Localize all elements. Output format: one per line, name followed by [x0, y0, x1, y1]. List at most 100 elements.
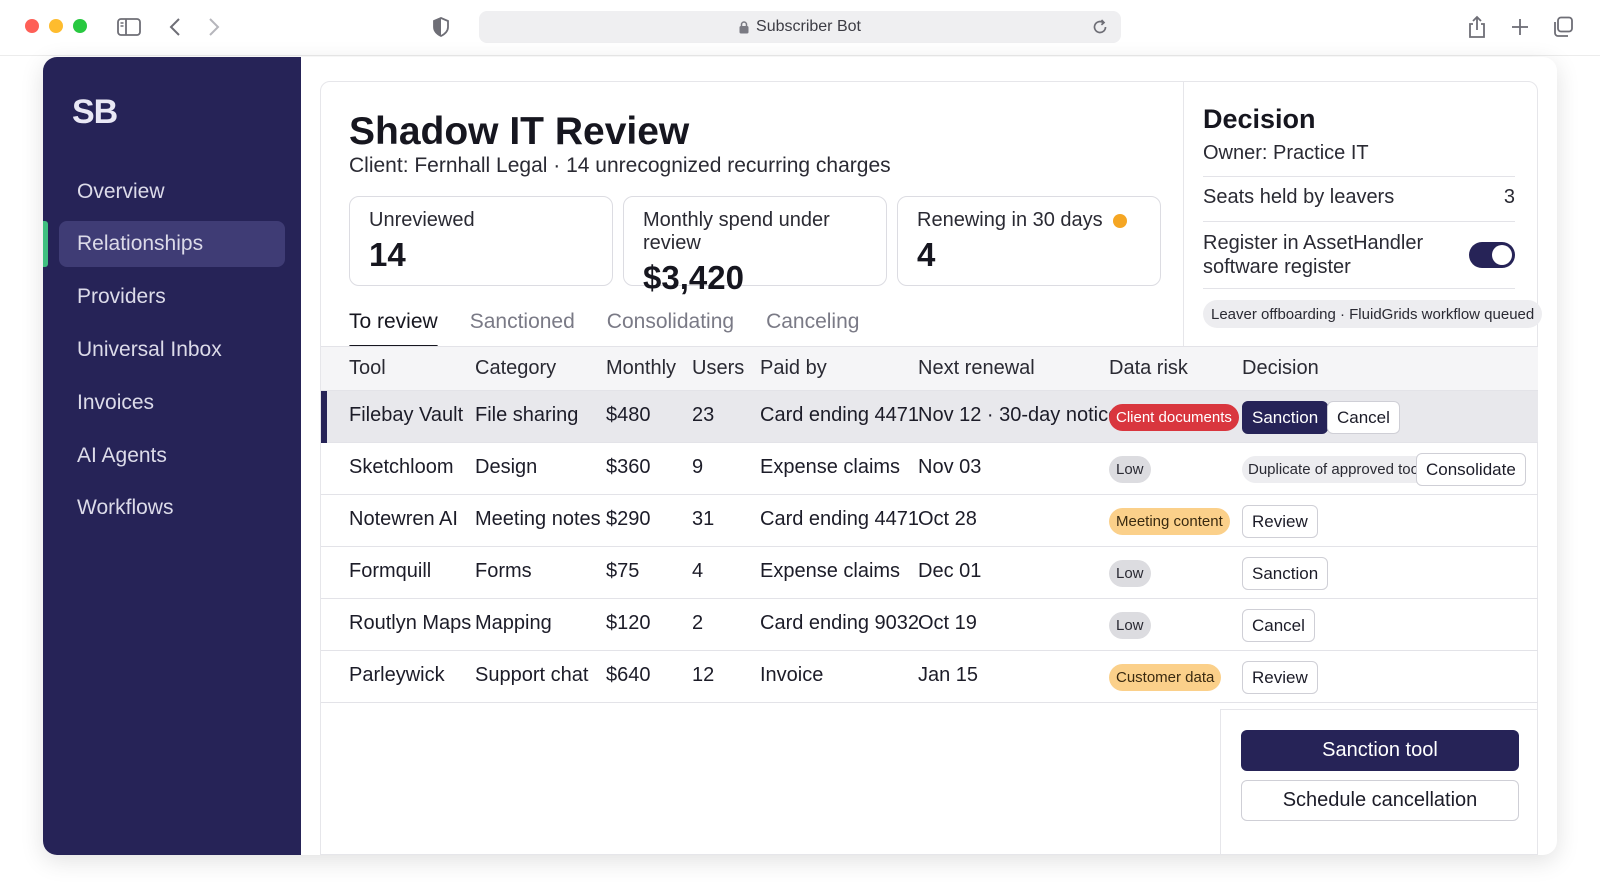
sidebar-item-providers[interactable]: Providers [77, 285, 166, 308]
new-tab-icon[interactable] [1507, 14, 1533, 40]
queued-workflow-badge: Leaver offboarding · FluidGrids workflow… [1203, 300, 1543, 328]
divider [1203, 176, 1515, 177]
cell-next-renewal: Nov 03 [918, 456, 982, 478]
cell-category: Forms [475, 560, 532, 582]
divider [1203, 288, 1515, 289]
column-header-users[interactable]: Users [692, 357, 745, 379]
column-header-data-risk[interactable]: Data risk [1109, 357, 1188, 379]
sanction-tool-button[interactable]: Sanction tool [1241, 730, 1519, 771]
cell-users: 12 [692, 664, 715, 686]
sidebar-item-overview[interactable]: Overview [77, 180, 165, 203]
cell-users: 9 [692, 456, 704, 478]
risk-badge: Customer data [1109, 664, 1222, 691]
cell-users: 2 [692, 612, 704, 634]
browser-toolbar: Subscriber Bot [0, 0, 1600, 56]
stat-label: Renewing in 30 days [917, 209, 1103, 231]
reload-icon[interactable] [1091, 18, 1109, 41]
sidebar-item-universal-inbox[interactable]: Universal Inbox [77, 338, 222, 361]
stat-card-monthly-spend: Monthly spend under review $3,420 [623, 196, 887, 296]
review-button[interactable]: Review [1242, 505, 1318, 538]
share-icon[interactable] [1464, 14, 1490, 40]
app-window: SB Overview Relationships Providers Univ… [43, 57, 1557, 855]
page-title: Shadow IT Review [349, 110, 690, 153]
consolidate-button[interactable]: Consolidate [1416, 453, 1526, 486]
cell-paid-by: Card ending 4471 [760, 404, 920, 426]
tabs-overview-icon[interactable] [1550, 14, 1576, 40]
stat-label-row: Renewing in 30 days [917, 209, 1141, 232]
cell-next-renewal: Dec 01 [918, 560, 982, 582]
cell-monthly: $360 [606, 456, 651, 478]
schedule-cancellation-button[interactable]: Schedule cancellation [1241, 780, 1519, 821]
tab-consolidating[interactable]: Consolidating [606, 310, 735, 333]
table-row[interactable]: Notewren AI Meeting notes $290 31 Card e… [321, 495, 1538, 547]
sidebar-item-ai-agents[interactable]: AI Agents [77, 444, 167, 467]
footer-actions: Sanction tool Schedule cancellation [1220, 709, 1538, 855]
cell-category: Support chat [475, 664, 589, 686]
stat-card-unreviewed: Unreviewed 14 [349, 196, 613, 286]
tab-to-review[interactable]: To review [349, 310, 438, 348]
cell-tool: Formquill [349, 560, 432, 582]
stat-label: Unreviewed [369, 209, 475, 231]
sidebar-item-workflows[interactable]: Workflows [77, 496, 174, 519]
risk-badge: Low [1109, 560, 1151, 587]
cell-tool: Sketchloom [349, 456, 454, 478]
cell-category: Meeting notes [475, 508, 601, 530]
stat-value: 4 [917, 236, 936, 273]
sidebar-item-invoices[interactable]: Invoices [77, 391, 155, 414]
risk-badge: Meeting content [1109, 508, 1230, 535]
sanction-button[interactable]: Sanction [1242, 401, 1329, 434]
app-logo[interactable]: SB [72, 93, 118, 131]
decision-panel: Decision Owner: Practice IT Seats held b… [1183, 82, 1543, 346]
table-row[interactable]: Routlyn Maps Mapping $120 2 Card ending … [321, 599, 1538, 651]
address-bar[interactable]: Subscriber Bot [479, 11, 1121, 43]
review-panel: Shadow IT Review Client: Fernhall Legal … [320, 81, 1543, 855]
column-header-tool[interactable]: Tool [349, 357, 386, 379]
sanction-button[interactable]: Sanction [1242, 557, 1329, 590]
tab-sanctioned[interactable]: Sanctioned [469, 310, 575, 333]
cell-next-renewal: Nov 12 · 30-day notice [918, 404, 1120, 426]
cancel-button[interactable]: Cancel [1242, 609, 1315, 642]
cell-monthly: $480 [606, 404, 651, 426]
sidebar-item-relationships[interactable]: Relationships [59, 221, 285, 267]
cell-tool: Parleywick [349, 664, 445, 686]
cell-paid-by: Expense claims [760, 456, 901, 478]
shield-icon[interactable] [428, 14, 454, 40]
column-header-monthly[interactable]: Monthly [606, 357, 677, 379]
cell-category: Design [475, 456, 538, 478]
minimize-window-button[interactable] [49, 19, 63, 33]
cell-category: File sharing [475, 404, 579, 426]
register-toggle[interactable] [1469, 242, 1515, 268]
toggle-knob [1492, 245, 1512, 265]
risk-badge: Client documents [1109, 404, 1239, 431]
sidebar: SB Overview Relationships Providers Univ… [43, 57, 301, 855]
cell-paid-by: Card ending 9032 [760, 612, 920, 634]
review-button[interactable]: Review [1242, 661, 1318, 694]
lock-icon [739, 21, 749, 34]
column-header-paid-by[interactable]: Paid by [760, 357, 827, 379]
sidebar-toggle-icon[interactable] [116, 14, 142, 40]
tab-bar: To review Sanctioned Consolidating Cance… [349, 310, 891, 348]
column-header-decision[interactable]: Decision [1242, 357, 1319, 379]
column-header-next-renewal[interactable]: Next renewal [918, 357, 1035, 379]
forward-icon[interactable] [201, 14, 227, 40]
cell-monthly: $640 [606, 664, 651, 686]
cell-tool: Routlyn Maps [349, 612, 472, 634]
stat-label: Monthly spend under review [643, 209, 830, 254]
table-row[interactable]: Filebay Vault File sharing $480 23 Card … [321, 391, 1538, 443]
zoom-window-button[interactable] [73, 19, 87, 33]
renewing-status-dot-icon [1112, 213, 1127, 228]
column-header-category[interactable]: Category [475, 357, 557, 379]
cancel-button[interactable]: Cancel [1327, 401, 1400, 434]
register-label-line1: Register in AssetHandler [1203, 232, 1424, 254]
tab-canceling[interactable]: Canceling [766, 310, 860, 333]
table-row[interactable]: Formquill Forms $75 4 Expense claims Dec… [321, 547, 1538, 599]
cell-monthly: $120 [606, 612, 651, 634]
page-subtitle: Client: Fernhall Legal · 14 unrecognized… [349, 154, 891, 177]
table-header: Tool Category Monthly Users Paid by Next… [321, 346, 1538, 391]
back-icon[interactable] [162, 14, 188, 40]
divider [1203, 221, 1515, 222]
table-row[interactable]: Sketchloom Design $360 9 Expense claims … [321, 443, 1538, 495]
table-row[interactable]: Parleywick Support chat $640 12 Invoice … [321, 651, 1538, 703]
cell-users: 23 [692, 404, 715, 426]
close-window-button[interactable] [25, 19, 39, 33]
